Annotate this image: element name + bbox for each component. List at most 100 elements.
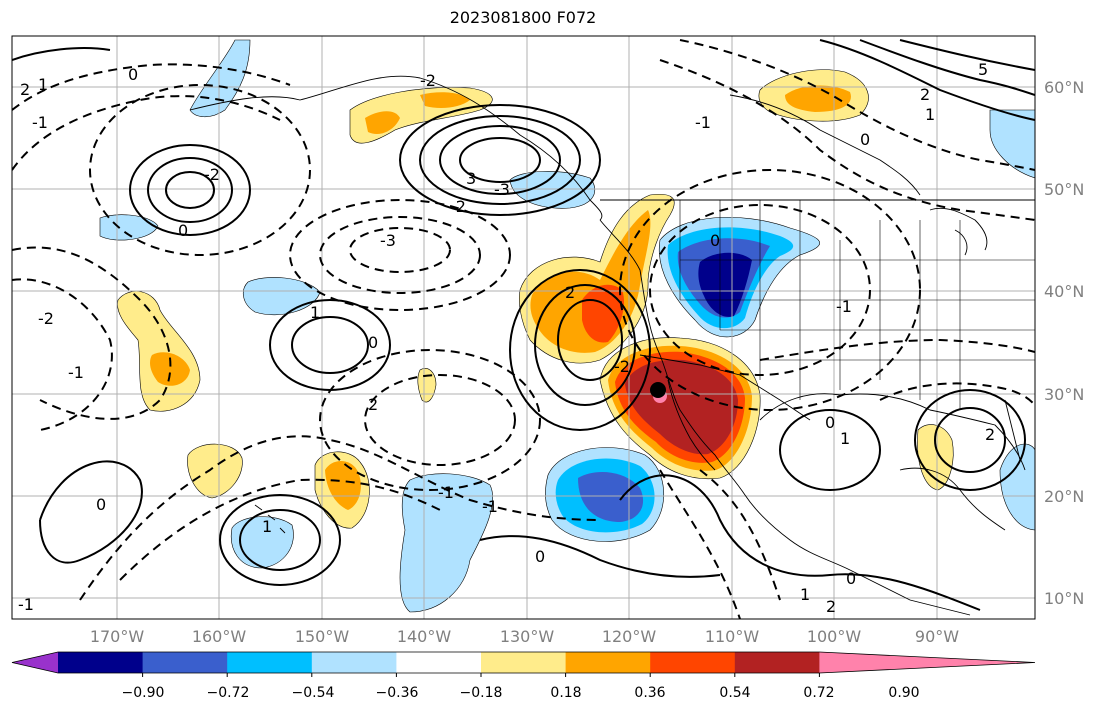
- contour-label: 1: [840, 429, 850, 448]
- contour-solid-19: [859, 39, 1035, 96]
- contour-solid-7: [459, 137, 541, 183]
- contour-solid-1: [129, 144, 251, 236]
- coast-greatlakes: [929, 207, 988, 256]
- shade-lightblue-bc: [509, 171, 595, 209]
- coastlines: [189, 75, 1035, 616]
- contour-label: 0: [178, 221, 188, 240]
- shade-orange-pac-hawaii: [325, 461, 361, 510]
- colorbar-tick-label: −0.72: [207, 685, 250, 701]
- colorbar-ticks: −0.90 −0.72 −0.54 −0.36 −0.18 0.18 0.36 …: [122, 685, 920, 701]
- contour-dashed-12: [119, 478, 441, 581]
- contour-solid-13: [219, 494, 341, 586]
- colorbar-segment: [311, 652, 397, 673]
- contour-solid-4: [399, 104, 601, 216]
- contour-dashed-16: [12, 63, 291, 111]
- shade-yellow-pac-mid: [187, 443, 243, 499]
- contour-solid-22: [619, 474, 981, 611]
- contour-solid-9: [534, 284, 636, 406]
- contour-label: 1: [925, 105, 935, 124]
- contour-solid-23: [479, 535, 721, 578]
- colorbar-tick-label: 0.72: [803, 685, 834, 701]
- contour-label: 0: [710, 231, 720, 250]
- contour-label: 0: [96, 495, 106, 514]
- contour-label: 0: [368, 333, 378, 352]
- coast-gulf-mexico: [759, 393, 1026, 471]
- contour-label: 0: [128, 65, 138, 84]
- contour-label-group: 0 2 1 -1 -2 -3 3 5 0 -1 -2 1 2 -3 -2 0 1…: [18, 60, 995, 616]
- lat-label-20n: 20°N: [1044, 487, 1084, 506]
- contour-label: 1: [262, 517, 272, 536]
- contour-solid-17: [779, 409, 881, 491]
- colorbar-segment: [565, 652, 651, 673]
- contour-label: 1: [38, 75, 48, 94]
- contour-label: -3: [494, 180, 510, 199]
- contour-label: 2: [985, 425, 995, 444]
- contour-dashed-1: [289, 199, 511, 311]
- shade-lightblue-pac1: [99, 214, 159, 241]
- contour-dashed-18: [659, 469, 741, 619]
- contour-dashed-14: [679, 39, 1035, 171]
- contour-label: -1: [18, 595, 34, 614]
- colorbar-segment: [396, 652, 482, 673]
- lon-label-170w: 170°W: [90, 627, 145, 646]
- contour-solid-24: [12, 47, 111, 61]
- contour-label: -2: [204, 165, 220, 184]
- colorbar-segment: [650, 652, 736, 673]
- contour-solid-5: [419, 115, 581, 205]
- contour-dashed-2: [319, 216, 481, 294]
- contour-label: 1: [310, 303, 320, 322]
- border-states-1: [679, 200, 1035, 410]
- contour-label: -1: [438, 483, 454, 502]
- lon-label-120w: 120°W: [602, 627, 657, 646]
- shade-lightblue-hawaii: [230, 516, 294, 569]
- colorbar-tick-label: −0.54: [292, 685, 335, 701]
- colorbar-segment: [227, 652, 313, 673]
- shade-orange-pac-west: [150, 352, 190, 386]
- contour-label: 1: [800, 585, 810, 604]
- shade-orange-alaska-gulf: [365, 111, 400, 135]
- contour-label: -1: [836, 297, 852, 316]
- border-us-mexico: [639, 354, 811, 421]
- contour-dashed-10: [12, 278, 113, 431]
- contour-label: 2: [920, 85, 930, 104]
- colorbar-tick-label: 0.54: [719, 685, 750, 701]
- lon-label-140w: 140°W: [397, 627, 452, 646]
- contour-solid-16: [934, 407, 1006, 473]
- coast-florida: [1004, 399, 1021, 461]
- contour-label: 0: [825, 413, 835, 432]
- contour-solid-8: [509, 269, 651, 431]
- lat-label-10n: 10°N: [1044, 589, 1084, 608]
- colorbar-segment: [481, 652, 567, 673]
- contour-label: -2: [420, 71, 436, 90]
- shade-orange-alaska-gulf2: [420, 92, 470, 108]
- contour-dashed-11: [79, 435, 601, 601]
- contour-label: -1: [32, 113, 48, 132]
- contour-label: 3: [466, 169, 476, 188]
- colorbar-tick-label: −0.90: [122, 685, 165, 701]
- colorbar-outline: [11, 651, 1036, 674]
- contour-solid-12: [291, 316, 369, 374]
- contour-dashed-5: [364, 374, 516, 466]
- contour-solid-14: [239, 509, 321, 571]
- contour-label: -1: [68, 363, 84, 382]
- contour-solid-3: [165, 171, 215, 209]
- map-background: [12, 36, 1035, 619]
- contour-dashed-7: [649, 204, 871, 376]
- contours: [12, 39, 1035, 611]
- latitude-labels: 60°N 50°N 40°N 30°N 20°N 10°N: [1044, 78, 1084, 608]
- coast-west-us: [599, 219, 971, 616]
- lon-label-150w: 150°W: [295, 627, 350, 646]
- contour-dashed-17: [699, 469, 781, 601]
- colorbar-tick-label: 0.90: [888, 685, 919, 701]
- lat-label-30n: 30°N: [1044, 385, 1084, 404]
- contour-solid-21: [39, 460, 143, 564]
- lat-label-40n: 40°N: [1044, 282, 1084, 301]
- station-marker: [650, 382, 666, 398]
- shade-navy-great-basin: [698, 252, 752, 317]
- contour-dashed-3: [349, 227, 451, 273]
- contour-label: -2: [38, 309, 54, 328]
- contour-label: 2: [368, 395, 378, 414]
- shade-firebrick-baja: [625, 359, 738, 455]
- shade-royalblue-eastern-pacific: [578, 472, 644, 522]
